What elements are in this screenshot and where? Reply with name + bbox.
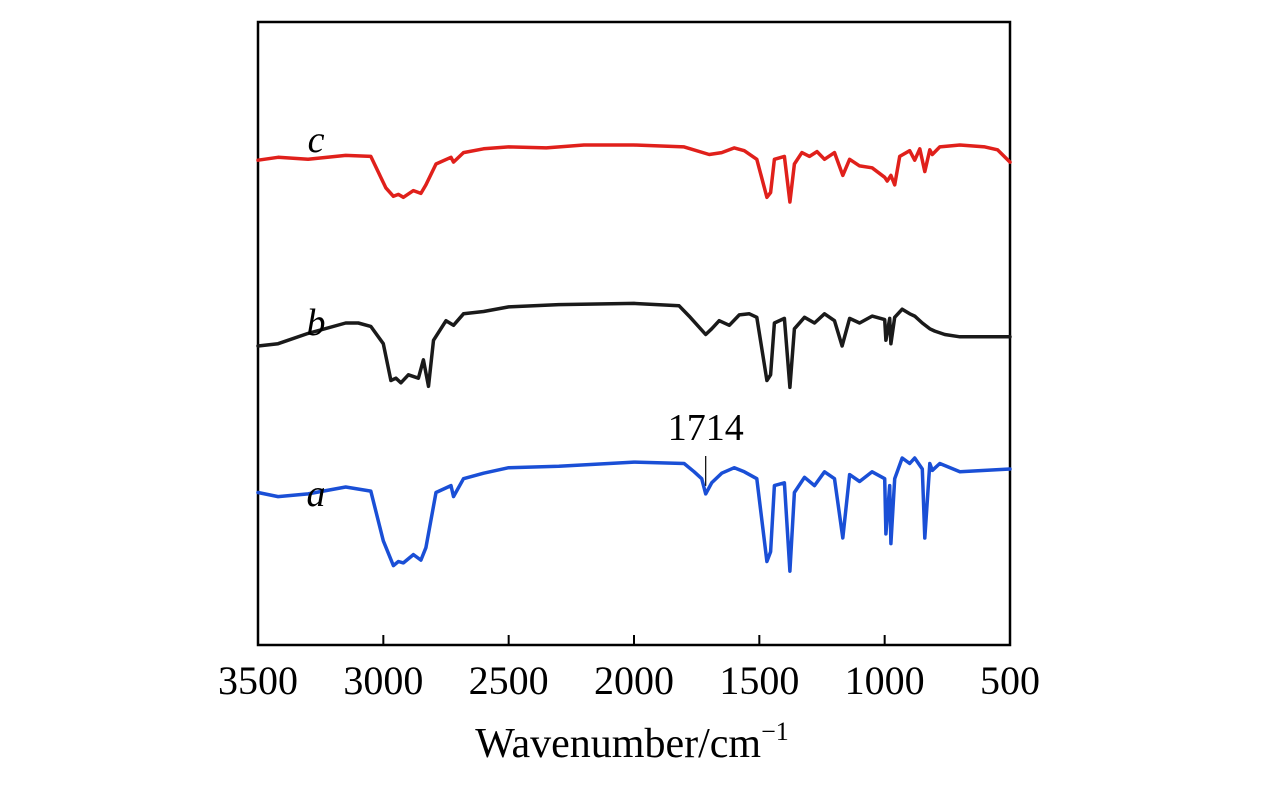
x-tick-label: 1500 xyxy=(719,658,799,703)
spectra: c b a xyxy=(256,119,1012,573)
plot-frame xyxy=(256,20,1012,647)
x-axis-title-text: Wavenumber/cm xyxy=(475,721,761,767)
x-axis-title-superscript: −1 xyxy=(761,717,789,746)
series-label-a: a xyxy=(307,473,326,515)
x-tick-label: 500 xyxy=(980,658,1040,703)
x-tick-label: 2500 xyxy=(469,658,549,703)
series-line-c xyxy=(256,143,1012,204)
series-line-b xyxy=(256,301,1012,390)
annotations: 1714 xyxy=(668,407,744,486)
x-tick-label: 1000 xyxy=(845,658,925,703)
annotation-label: 1714 xyxy=(668,407,744,449)
series-label-b: b xyxy=(307,302,326,344)
series-label-c: c xyxy=(308,119,325,161)
x-tick-label: 3500 xyxy=(218,658,298,703)
x-tick-label: 2000 xyxy=(594,658,674,703)
x-tick-label: 3000 xyxy=(343,658,423,703)
x-axis-title: Wavenumber/cm−1 xyxy=(475,717,789,767)
series-line-a xyxy=(256,456,1012,573)
x-axis-ticks: 3500 3000 2500 2000 1500 1000 500 xyxy=(218,635,1040,703)
